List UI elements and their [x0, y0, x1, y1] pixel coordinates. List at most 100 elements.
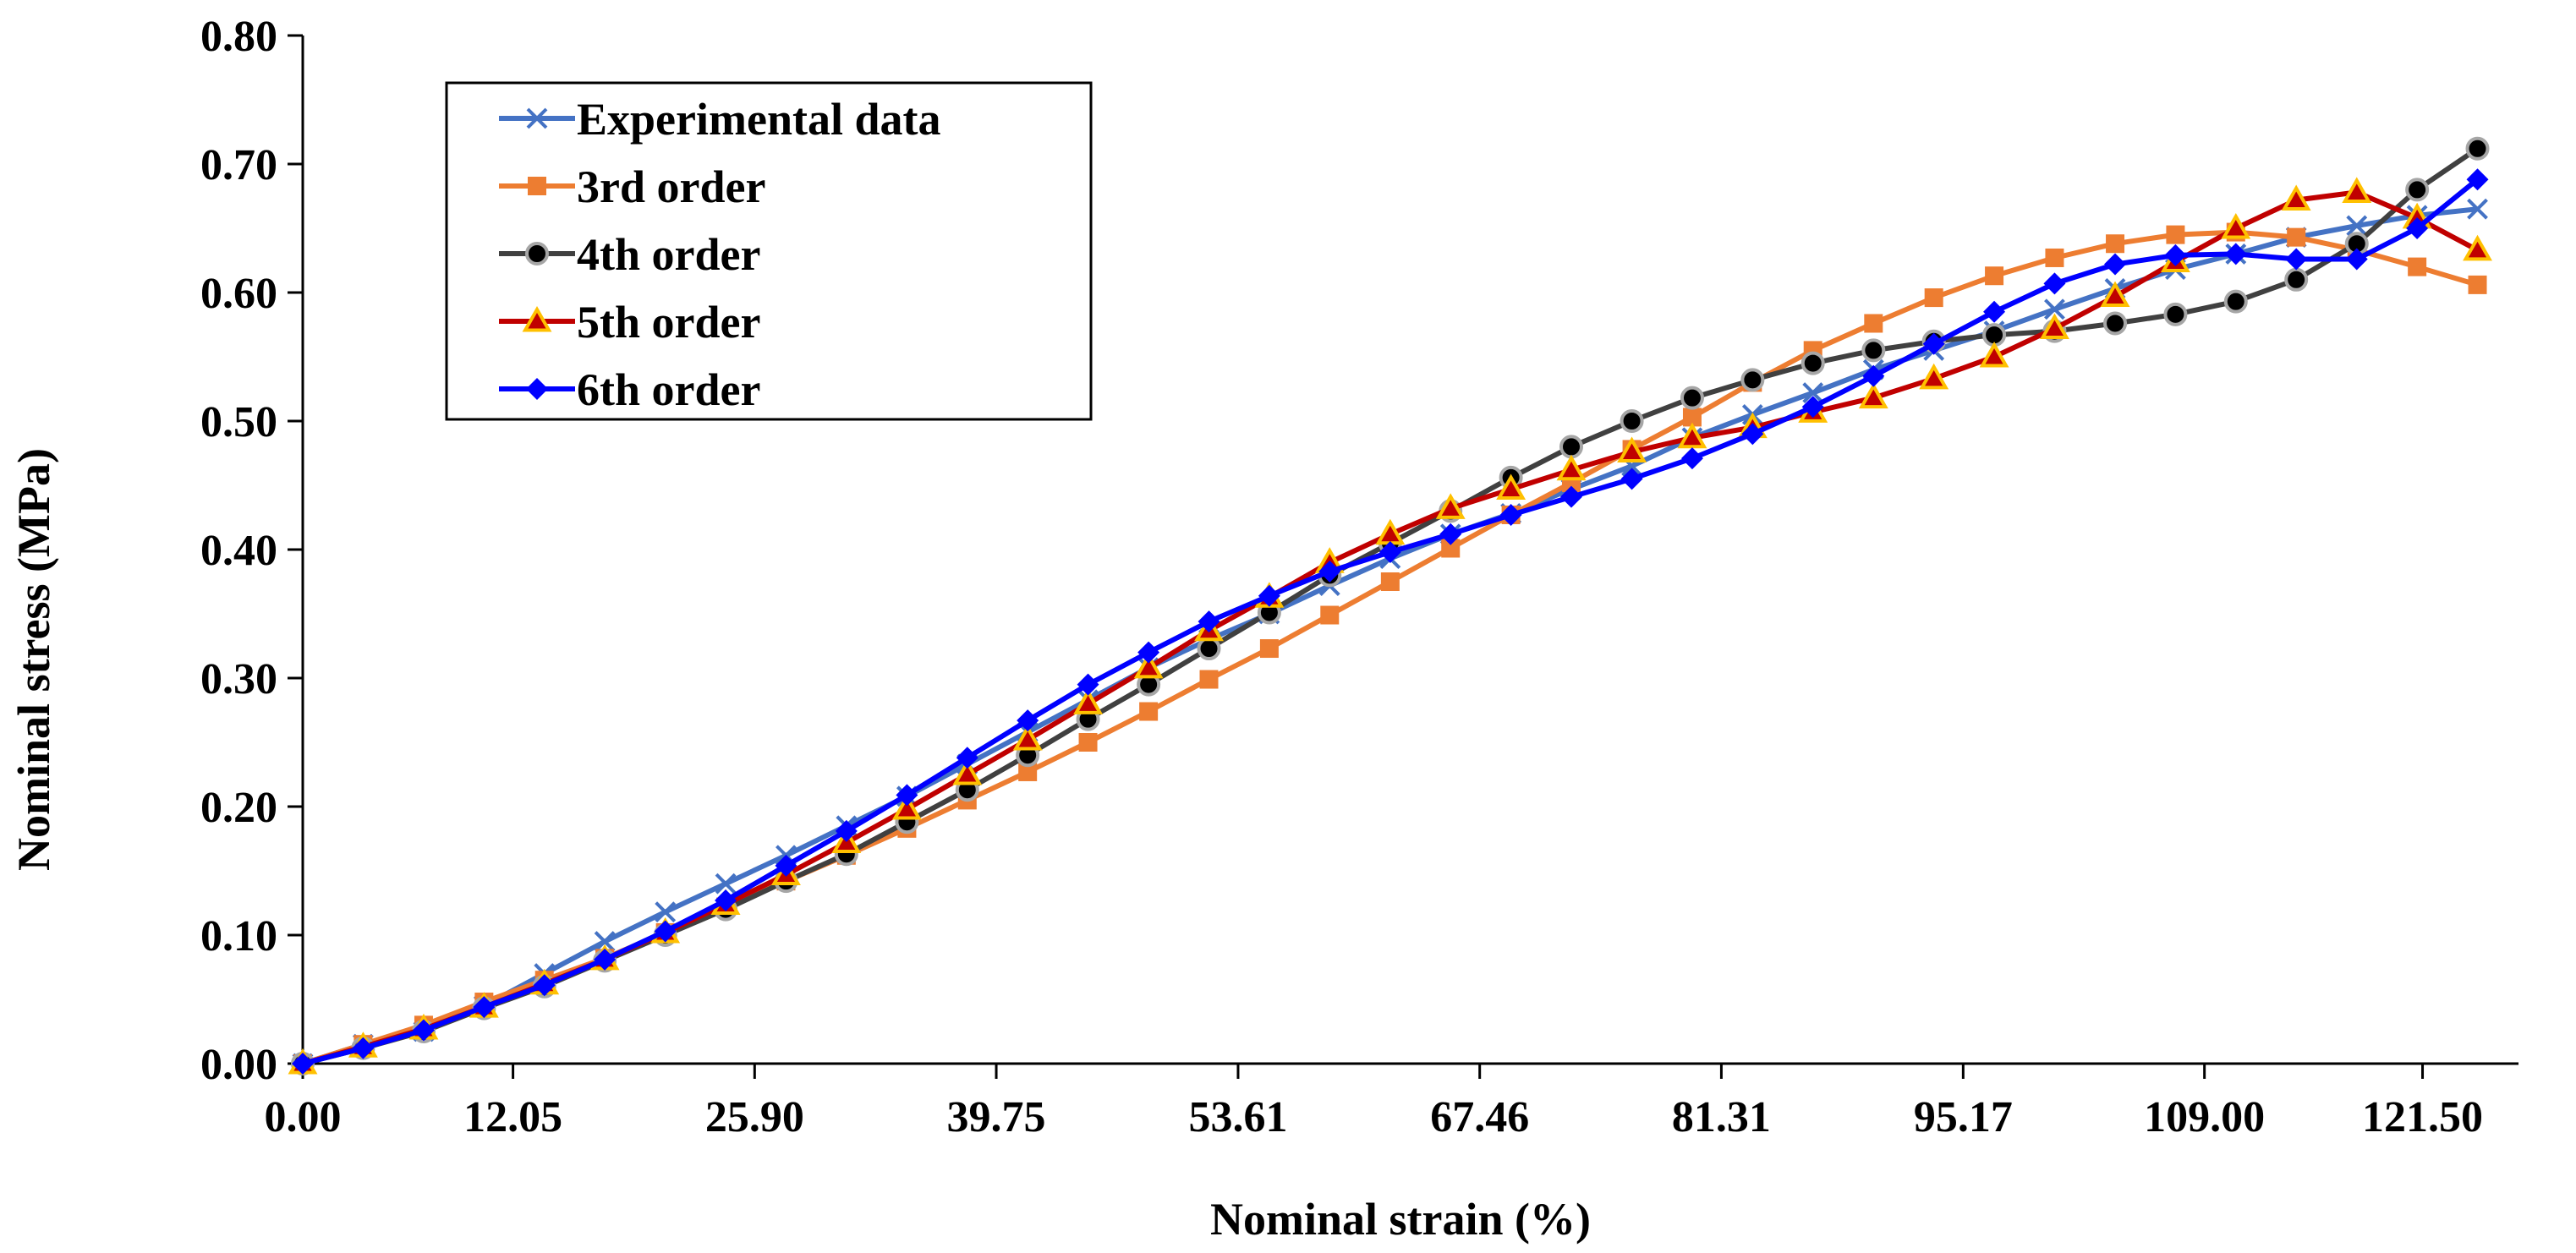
- marker-square: [528, 177, 546, 195]
- legend-item: 4th order: [499, 229, 760, 280]
- marker-diamond: [412, 1019, 435, 1042]
- marker-diamond: [1137, 641, 1160, 664]
- marker-diamond: [352, 1037, 375, 1059]
- y-tick-label: 0.80: [200, 13, 277, 61]
- marker-diamond: [1318, 560, 1341, 583]
- marker-triangle: [2100, 281, 2130, 308]
- legend-item: 3rd order: [499, 161, 765, 212]
- x-tick-label: 109.00: [2144, 1093, 2265, 1141]
- legend: Experimental data 3rd order 4th order 5th o…: [445, 81, 1093, 421]
- marker-diamond: [594, 948, 617, 971]
- marker-square: [2166, 225, 2185, 244]
- marker-square: [2106, 234, 2125, 254]
- marker-triangle: [1556, 454, 1587, 481]
- marker-circle: [1861, 338, 1886, 363]
- marker-diamond: [1378, 541, 1401, 564]
- marker-diamond: [1620, 468, 1643, 490]
- y-axis-label: Nominal stress (MPa): [8, 448, 59, 871]
- marker-square: [2408, 257, 2427, 276]
- marker-square: [2045, 248, 2064, 267]
- marker-circle: [2465, 136, 2490, 161]
- marker-diamond: [2466, 168, 2489, 191]
- marker-triangle: [1919, 363, 1949, 390]
- marker-square: [1320, 605, 1340, 625]
- marker-square: [1985, 266, 2004, 286]
- y-tick-label: 0.50: [200, 398, 277, 446]
- marker-diamond: [1258, 584, 1280, 607]
- marker-diamond: [1983, 300, 2006, 323]
- marker-diamond: [2224, 243, 2247, 265]
- legend-items: Experimental data 3rd order 4th order 5th o…: [499, 94, 940, 415]
- legend-item: 6th order: [499, 364, 760, 415]
- marker-diamond: [2164, 243, 2187, 266]
- marker-diamond: [1077, 673, 1099, 696]
- marker-diamond: [956, 747, 978, 769]
- marker-diamond: [896, 784, 918, 807]
- marker-circle: [1680, 386, 1704, 410]
- marker-circle: [2223, 289, 2248, 314]
- marker-circle: [1620, 409, 1644, 433]
- marker-square: [1380, 572, 1400, 591]
- marker-diamond: [775, 854, 797, 877]
- x-tick-label: 95.17: [1914, 1093, 2013, 1141]
- marker-diamond: [2104, 253, 2127, 276]
- marker-triangle: [1073, 688, 1103, 714]
- legend-item: Experimental data: [499, 94, 940, 145]
- y-tick-label: 0.10: [200, 912, 277, 960]
- legend-item: 5th order: [499, 297, 760, 347]
- marker-square: [1139, 702, 1159, 721]
- marker-x: [2346, 215, 2368, 237]
- marker-triangle: [1677, 422, 1707, 449]
- marker-triangle: [2463, 234, 2492, 261]
- marker-circle: [525, 242, 549, 265]
- marker-diamond: [1741, 423, 1764, 446]
- series-layer: [288, 136, 2492, 1075]
- marker-square: [1441, 539, 1461, 558]
- marker-diamond: [1198, 610, 1220, 633]
- marker-circle: [1800, 351, 1825, 375]
- y-tick-label: 0.70: [200, 141, 277, 189]
- marker-diamond: [2345, 248, 2368, 271]
- marker-circle: [2405, 178, 2430, 202]
- marker-square: [1259, 639, 1279, 659]
- marker-diamond: [533, 974, 556, 997]
- y-tick-label: 0.20: [200, 784, 277, 832]
- x-tick-label: 81.31: [1672, 1093, 1771, 1141]
- y-tick-label: 0.00: [200, 1041, 277, 1089]
- marker-triangle: [891, 794, 922, 820]
- marker-circle: [2163, 302, 2188, 326]
- marker-x: [2467, 198, 2488, 220]
- marker-diamond: [1862, 364, 1885, 387]
- y-tick-label: 0.40: [200, 527, 277, 575]
- marker-diamond: [715, 889, 737, 911]
- marker-triangle: [2040, 313, 2069, 340]
- marker-circle: [1740, 368, 1765, 392]
- marker-triangle: [1133, 652, 1164, 679]
- x-tick-label: 0.00: [265, 1093, 342, 1141]
- x-ticks: 0.00 12.05 25.90 39.75 53.61 67.46 81.31 95.17 1…: [265, 1064, 2483, 1141]
- marker-diamond: [1439, 523, 1462, 545]
- marker-triangle: [1979, 341, 2009, 368]
- marker-triangle: [1012, 724, 1043, 751]
- x-axis-label: Nominal strain (%): [1210, 1194, 1591, 1245]
- marker-x: [715, 873, 737, 895]
- marker-diamond: [473, 996, 496, 1019]
- marker-diamond: [654, 920, 677, 943]
- marker-x: [1802, 382, 1824, 403]
- marker-x: [2044, 298, 2065, 320]
- marker-diamond: [1017, 709, 1039, 732]
- legend-label: 3rd order: [577, 161, 765, 212]
- marker-diamond: [526, 378, 548, 400]
- marker-triangle: [1435, 493, 1466, 519]
- y-ticks: 0.00 0.10 0.20 0.30 0.40 0.50 0.60 0.70 0.80: [200, 13, 303, 1089]
- marker-diamond: [2285, 248, 2308, 271]
- legend-label: Experimental data: [577, 94, 940, 145]
- y-tick-label: 0.60: [200, 270, 277, 318]
- marker-square: [2468, 275, 2487, 294]
- marker-x: [594, 931, 616, 953]
- marker-triangle: [952, 758, 983, 785]
- marker-circle: [2284, 267, 2309, 292]
- x-tick-label: 121.50: [2362, 1093, 2483, 1141]
- marker-circle: [1559, 435, 1584, 459]
